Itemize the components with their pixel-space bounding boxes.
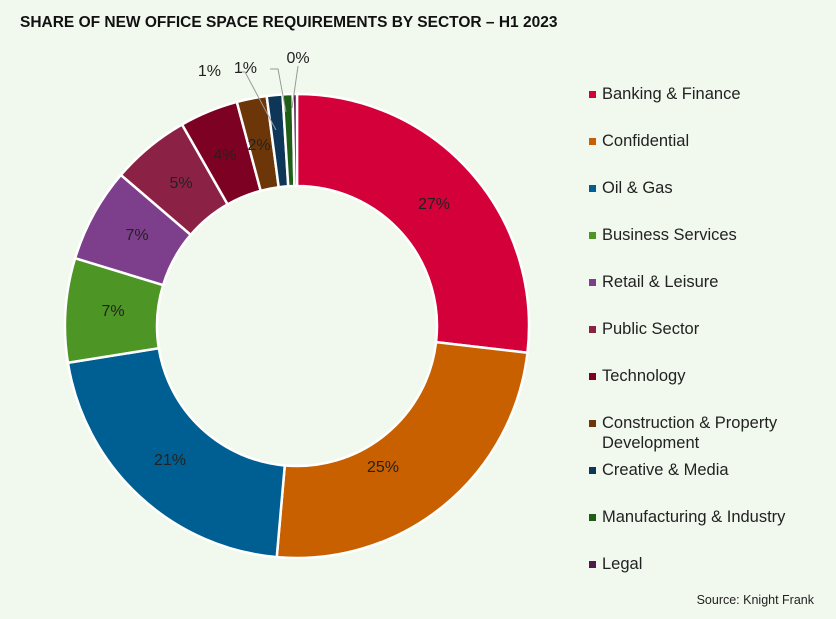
legend-item-technology: Technology [589, 366, 685, 386]
data-label-legal: 0% [286, 50, 309, 67]
donut-slice-oil-gas [66, 346, 287, 559]
data-label-business-services: 7% [101, 303, 124, 320]
legend-item-oil-gas: Oil & Gas [589, 178, 673, 198]
donut-slice-banking-finance [295, 92, 531, 355]
legend-item-retail-leisure: Retail & Leisure [589, 272, 718, 292]
legend-item-banking-finance: Banking & Finance [589, 84, 741, 104]
legend-label: Public Sector [602, 320, 700, 338]
legend-swatch [589, 514, 596, 521]
legend-item-legal: Legal [589, 554, 642, 574]
legend-label: Retail & Leisure [602, 273, 719, 291]
data-label-retail-leisure: 7% [125, 227, 148, 244]
data-label-banking-finance: 27% [418, 196, 450, 213]
legend-swatch [589, 138, 596, 145]
donut-slice-legal [291, 92, 299, 188]
legend-label: Technology [602, 367, 686, 385]
legend-label: Confidential [602, 132, 690, 150]
data-label-oil-gas: 21% [154, 452, 186, 469]
legend-item-construction-property-development: Construction & Property Development [589, 413, 807, 453]
legend-swatch [589, 467, 596, 474]
source-note: Source: Knight Frank [696, 593, 814, 607]
legend-swatch [589, 373, 596, 380]
legend-swatch [589, 561, 596, 568]
legend-swatch [589, 91, 596, 98]
legend-label: Banking & Finance [602, 85, 741, 103]
legend-swatch [589, 185, 596, 192]
data-label-manufacturing-industry: 1% [234, 60, 257, 77]
legend-swatch [589, 420, 596, 427]
legend-item-business-services: Business Services [589, 225, 737, 245]
donut-slice-confidential [275, 340, 529, 560]
legend-label: Creative & Media [602, 461, 729, 479]
legend-item-manufacturing-industry: Manufacturing & Industry [589, 507, 785, 527]
data-label-public-sector: 5% [169, 175, 192, 192]
legend-label: Oil & Gas [602, 179, 673, 197]
data-label-confidential: 25% [367, 459, 399, 476]
leader-line [270, 68, 287, 113]
data-label-creative-media: 1% [198, 63, 221, 80]
legend-swatch [589, 326, 596, 333]
data-label-construction-property-development: 2% [247, 137, 270, 154]
legend-label: Legal [602, 555, 643, 573]
leader-line [237, 71, 277, 131]
legend-item-confidential: Confidential [589, 131, 689, 151]
legend-label: Construction & Property Development [602, 414, 778, 452]
legend-swatch [589, 232, 596, 239]
legend-label: Business Services [602, 226, 737, 244]
data-label-technology: 4% [213, 147, 236, 164]
legend-label: Manufacturing & Industry [602, 508, 786, 526]
legend-item-public-sector: Public Sector [589, 319, 699, 339]
legend-item-creative-media: Creative & Media [589, 460, 729, 480]
legend-swatch [589, 279, 596, 286]
chart-title: SHARE OF NEW OFFICE SPACE REQUIREMENTS B… [20, 14, 558, 31]
leader-line [291, 65, 299, 109]
